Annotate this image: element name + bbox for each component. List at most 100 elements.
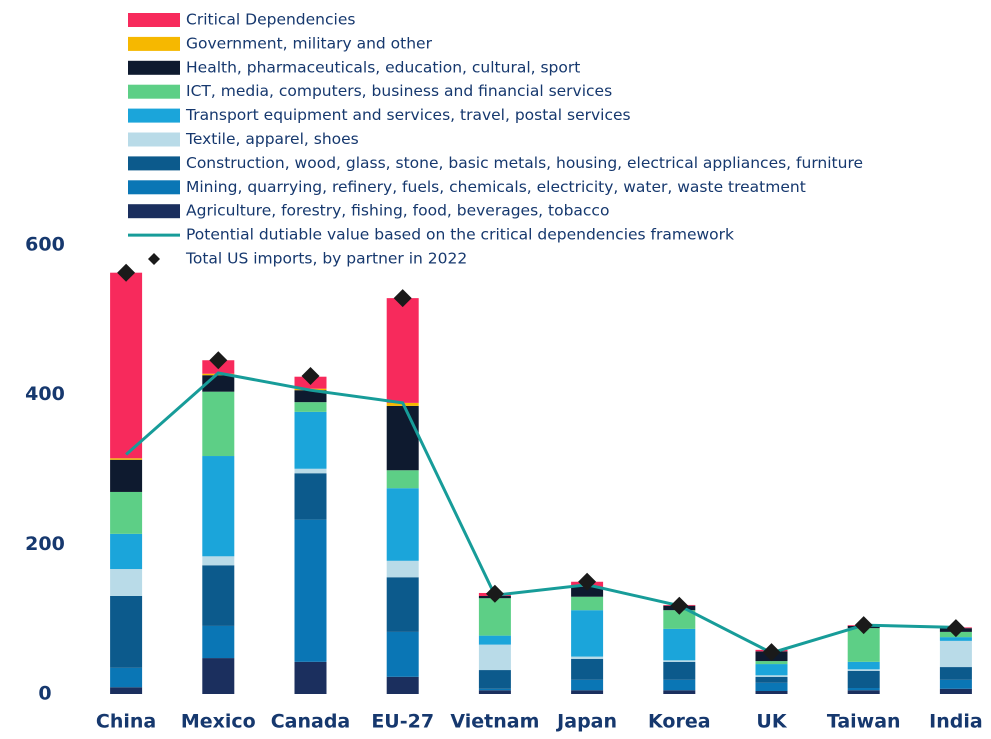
bar-segment	[478, 670, 511, 689]
bar-segment	[110, 569, 143, 596]
legend-swatch	[128, 108, 180, 123]
bar-segment	[571, 656, 604, 659]
x-tick-label: UK	[756, 711, 787, 733]
legend-label: Critical Dependencies	[186, 11, 355, 29]
bar-segment	[847, 669, 880, 671]
bar-segment	[663, 660, 696, 662]
legend-swatch	[128, 132, 180, 147]
legend-label: Health, pharmaceuticals, education, cult…	[186, 58, 580, 76]
bar-segment	[110, 533, 143, 570]
bar-segment	[294, 411, 327, 469]
legend-label: Potential dutiable value based on the cr…	[186, 226, 734, 244]
bar-segment	[755, 675, 788, 677]
bar-segment	[663, 661, 696, 680]
bar-segment	[202, 565, 235, 626]
bar-segment	[571, 610, 604, 657]
bar-segment	[110, 459, 143, 492]
diamond-marker	[854, 616, 873, 635]
bar-segment	[294, 468, 327, 474]
y-tick-label: 400	[25, 383, 65, 405]
legend-swatch	[128, 156, 180, 171]
x-tick-label: EU-27	[371, 711, 434, 733]
legend-label: Agriculture, forestry, fishing, food, be…	[186, 202, 609, 220]
bar-segment	[386, 298, 419, 403]
bar-segment	[110, 458, 143, 460]
bar-segment	[202, 391, 235, 457]
legend-swatch	[128, 84, 180, 99]
bar-segment	[755, 682, 788, 692]
bar-segment	[294, 390, 327, 403]
bar-segment	[755, 664, 788, 676]
y-tick-label: 200	[25, 533, 65, 555]
x-tick-label: Japan	[555, 711, 617, 733]
bar-segment	[294, 519, 327, 662]
bar-segment	[847, 670, 880, 689]
diamond-marker	[301, 366, 320, 385]
legend-swatch	[128, 13, 180, 27]
diamond-marker	[393, 289, 412, 308]
bar-segment	[847, 661, 880, 670]
x-tick-label: Vietnam	[450, 711, 539, 733]
bar-segment	[571, 690, 604, 694]
bar-segment	[663, 690, 696, 694]
legend-label: Total US imports, by partner in 2022	[185, 250, 467, 268]
bar-segment	[571, 586, 604, 597]
bar-segment	[939, 640, 972, 668]
x-tick-label: Canada	[271, 711, 351, 733]
bar-segment	[478, 690, 511, 694]
bar-segment	[571, 679, 604, 691]
bar-segment	[386, 676, 419, 694]
diamond-marker	[670, 596, 689, 615]
legend-label: Textile, apparel, shoes	[185, 130, 359, 148]
bar-segment	[939, 688, 972, 694]
bar-segment	[478, 688, 511, 691]
bar-segment	[755, 691, 788, 694]
bar-segment	[847, 688, 880, 691]
bar-segment	[755, 676, 788, 683]
bar-segment	[386, 577, 419, 632]
legend-label: Mining, quarrying, refinery, fuels, chem…	[186, 178, 806, 196]
diamond-marker	[117, 263, 136, 282]
diamond-marker	[762, 643, 781, 662]
diamond-marker	[209, 351, 228, 370]
legend-label: ICT, media, computers, business and fina…	[186, 82, 612, 100]
bar-segment	[110, 272, 143, 459]
bar-segment	[202, 625, 235, 659]
bar-segment	[663, 610, 696, 629]
bar-segment	[110, 687, 143, 694]
x-tick-label: China	[96, 711, 156, 733]
bar-segment	[110, 667, 143, 688]
line	[125, 371, 956, 655]
diamond-marker	[485, 584, 504, 603]
diamond-marker	[578, 572, 597, 591]
bar-segment	[939, 679, 972, 689]
bar-segment	[571, 596, 604, 611]
bar-segment	[202, 456, 235, 557]
legend-swatch	[128, 60, 180, 75]
bar-segment	[478, 644, 511, 671]
x-tick-label: Taiwan	[827, 711, 901, 733]
bar-segment	[294, 473, 327, 520]
bar-segment	[663, 628, 696, 661]
bar-segment	[478, 635, 511, 645]
bar-segment	[386, 470, 419, 489]
bar-segment	[386, 405, 419, 471]
bar-segment	[478, 598, 511, 636]
bar-segment	[294, 661, 327, 694]
bar-segment	[663, 679, 696, 691]
bar-segment	[110, 595, 143, 668]
bar-segment	[847, 690, 880, 694]
bar-segment	[110, 491, 143, 534]
y-tick-label: 600	[25, 234, 65, 256]
bar-segment	[386, 560, 419, 578]
legend-label: Construction, wood, glass, stone, basic …	[186, 154, 863, 172]
bar-segment	[755, 661, 788, 665]
bar-segment	[386, 631, 419, 677]
x-tick-label: India	[929, 711, 983, 733]
bar-segment	[386, 488, 419, 561]
bar-segment	[939, 667, 972, 680]
bar-segment	[202, 556, 235, 566]
x-tick-label: Korea	[648, 711, 711, 733]
legend-label: Government, military and other	[186, 34, 433, 52]
